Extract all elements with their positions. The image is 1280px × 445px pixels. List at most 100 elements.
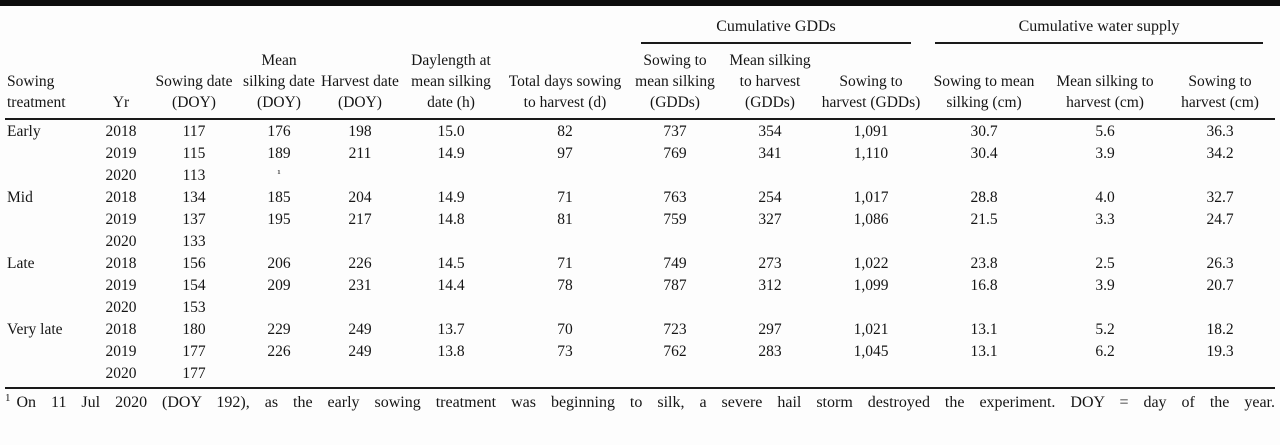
column-header-daylength-at-mean-silking: Daylength at mean silking date (h) [401, 44, 501, 120]
table-header: Cumulative GDDs Cumulative water supply So… [5, 6, 1276, 120]
cell: 226 [267, 343, 291, 360]
cell: 204 [348, 189, 372, 206]
cell: 71 [557, 255, 573, 272]
cell [401, 167, 501, 189]
cell: 19.3 [1206, 343, 1234, 360]
cell: 18.2 [1206, 321, 1234, 338]
column-group-label: Cumulative GDDs [641, 16, 912, 44]
cell [401, 233, 501, 255]
cell [1165, 233, 1275, 255]
column-group-row: Cumulative GDDs Cumulative water supply [5, 6, 1275, 44]
cell [819, 365, 924, 389]
cell [239, 233, 319, 255]
cell [1045, 233, 1165, 255]
cell: 81 [557, 211, 573, 228]
cell: 97 [557, 145, 573, 162]
column-header-water-sowing-to-harvest: Sowing to harvest (cm) [1165, 44, 1276, 120]
cell: 115 [182, 145, 206, 162]
column-header-gdd-sowing-to-harvest: Sowing to harvest (GDDs) [819, 44, 924, 120]
cell: Very late [7, 321, 63, 338]
cell: 3.3 [1095, 211, 1115, 228]
cell: 769 [663, 145, 687, 162]
cell: 13.1 [970, 321, 998, 338]
cell: 71 [557, 189, 573, 206]
cell: 1,091 [853, 123, 889, 140]
cell: 14.4 [437, 277, 465, 294]
cell: 117 [182, 123, 206, 140]
cell: ¹ [277, 168, 281, 180]
cell [1165, 365, 1276, 389]
table-row: Late 2018 156 206 226 14.5 71 749 273 1,022 23.8 2.… [5, 255, 1275, 277]
table-row: 2020 177 [5, 365, 1276, 389]
cell: 327 [758, 211, 782, 228]
column-header-sowing-treatment: Sowing treatment [5, 44, 93, 120]
cell [319, 299, 401, 321]
cell: 2018 [105, 189, 137, 206]
cell [1045, 365, 1166, 389]
cell: 177 [182, 343, 206, 360]
column-header-water-mean-silking-to-harvest: Mean silking to harvest (cm) [1045, 44, 1166, 120]
cell: 2020 [105, 233, 137, 250]
footnote: 1 On 11 Jul 2020 (DOY 192), as the early … [5, 389, 1275, 413]
cell: 180 [182, 321, 206, 338]
cell: 762 [663, 343, 687, 360]
cell: Mid [7, 189, 33, 206]
cell: 737 [663, 123, 687, 140]
cell [5, 343, 93, 365]
cell: 2018 [105, 123, 137, 140]
cell [501, 233, 629, 255]
cell: 30.7 [970, 123, 998, 140]
cell: 1,017 [853, 189, 889, 206]
cell: 14.5 [437, 255, 465, 272]
cell: 6.2 [1095, 343, 1115, 360]
cell [239, 299, 319, 321]
cell: 297 [758, 321, 782, 338]
cell: 763 [663, 189, 687, 206]
cell [1165, 167, 1275, 189]
cell: Early [7, 123, 41, 140]
cell [629, 167, 721, 189]
cell: 82 [557, 123, 573, 140]
column-header-harvest-date: Harvest date (DOY) [319, 44, 401, 120]
cell: 231 [348, 277, 372, 294]
cell: 133 [182, 233, 206, 250]
cell: 154 [182, 277, 206, 294]
cell [501, 167, 629, 189]
cell [501, 299, 629, 321]
cell: 134 [182, 189, 206, 206]
cell: 137 [182, 211, 206, 228]
cell: 24.7 [1206, 211, 1234, 228]
cell: 209 [267, 277, 291, 294]
cell [5, 299, 93, 321]
cell [819, 167, 923, 189]
cell: 217 [348, 211, 372, 228]
cell [1045, 299, 1165, 321]
cell: 70 [557, 321, 573, 338]
cell: 5.6 [1095, 123, 1115, 140]
cell: 23.8 [970, 255, 998, 272]
cell [1045, 167, 1165, 189]
column-header-row: Sowing treatment Yr Sowing date (DOY) Mean … [5, 44, 1276, 120]
cell: 14.8 [437, 211, 465, 228]
cell: 2020 [105, 299, 137, 316]
cell: 153 [182, 299, 206, 316]
table-row: 2019 137 195 217 14.8 81 759 327 1,086 21.5 3.3 24.… [5, 211, 1275, 233]
cell: 78 [557, 277, 573, 294]
cell: 1,086 [853, 211, 889, 228]
column-group-label: Cumulative water supply [935, 16, 1264, 44]
cell: 229 [267, 321, 291, 338]
cell: 312 [758, 277, 782, 294]
cell [629, 299, 721, 321]
cell: 5.2 [1095, 321, 1115, 338]
cell: 1,045 [853, 343, 889, 360]
cell [923, 365, 1046, 389]
column-group-spacer [5, 6, 629, 44]
table-row: Mid 2018 134 185 204 14.9 71 763 254 1,017 28.8 4.0… [5, 189, 1275, 211]
cell: 2020 [105, 167, 137, 184]
cell [721, 365, 819, 389]
column-header-gdd-mean-silking-to-harvest: Mean silking to harvest (GDDs) [721, 44, 819, 120]
cell [721, 233, 819, 255]
cell: 273 [758, 255, 782, 272]
cell: 249 [348, 343, 372, 360]
cell [819, 233, 923, 255]
